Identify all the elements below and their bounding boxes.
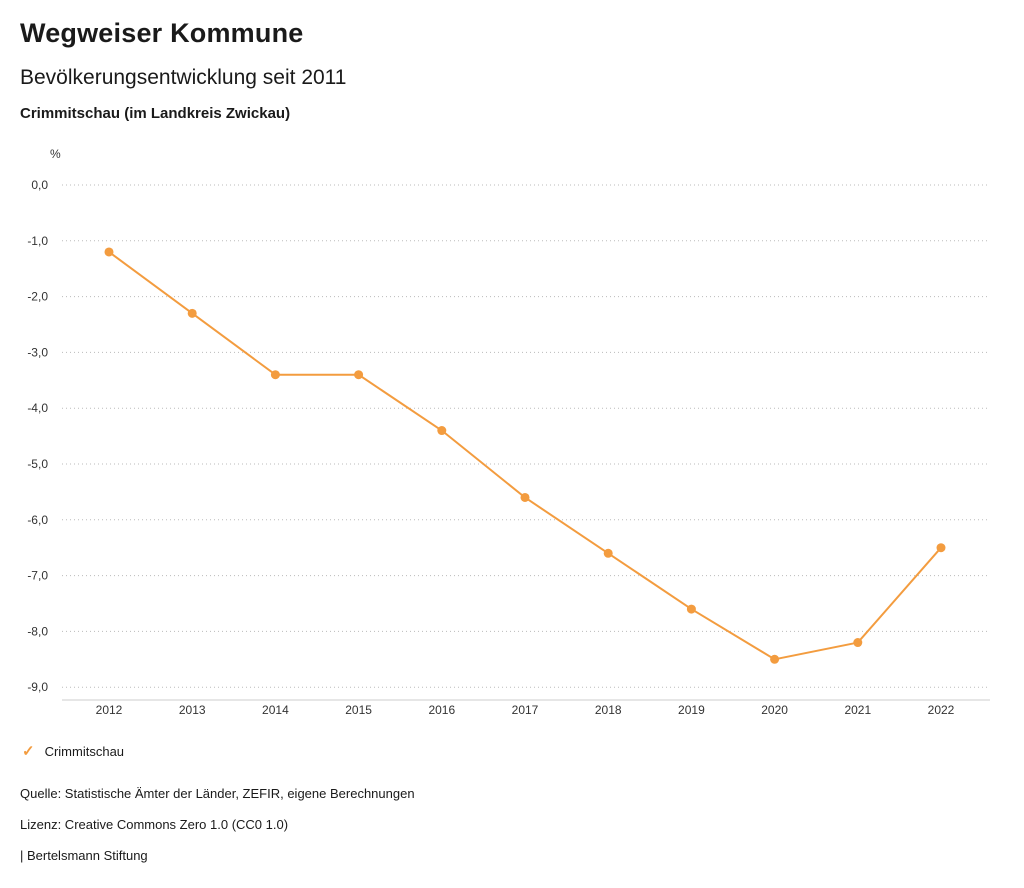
license-text: Lizenz: Creative Commons Zero 1.0 (CC0 1… (20, 817, 289, 832)
data-point[interactable] (936, 543, 946, 553)
data-point[interactable] (853, 638, 863, 648)
data-point[interactable] (354, 370, 364, 380)
population-line-chart: 0,0 -1,0 -2,0 -3,0 -4,0 -5,0 -6,0 -7,0 -8,0 -9,0 2… (27, 178, 990, 717)
y-tick-label: -5,0 (27, 457, 48, 471)
y-tick-label: -7,0 (27, 569, 48, 583)
x-tick-label: 2018 (595, 703, 622, 717)
legend-item-crimmitschau[interactable]: ✓ Crimmitschau (22, 744, 124, 759)
check-icon: ✓ (22, 743, 35, 760)
x-tick-label: 2012 (96, 703, 123, 717)
page-title: Wegweiser Kommune (20, 18, 304, 48)
y-tick-label: 0,0 (31, 178, 48, 192)
y-tick-label: -9,0 (27, 680, 48, 694)
data-point[interactable] (187, 308, 197, 318)
y-tick-label: -4,0 (27, 401, 48, 415)
data-point[interactable] (603, 548, 613, 558)
x-tick-label: 2013 (179, 703, 206, 717)
x-tick-label: 2019 (678, 703, 705, 717)
y-tick-label: -6,0 (27, 513, 48, 527)
data-point[interactable] (770, 654, 780, 664)
x-tick-label: 2022 (928, 703, 955, 717)
data-point[interactable] (686, 604, 696, 614)
y-tick-label: -3,0 (27, 345, 48, 359)
x-tick-label: 2021 (844, 703, 871, 717)
y-tick-label: -8,0 (27, 624, 48, 638)
attribution-text: | Bertelsmann Stiftung (20, 848, 148, 863)
chart-area: 0,0 -1,0 -2,0 -3,0 -4,0 -5,0 -6,0 -7,0 -8,0 -9,0 2… (0, 160, 1024, 730)
data-point[interactable] (520, 492, 530, 502)
source-text: Quelle: Statistische Ämter der Länder, Z… (20, 786, 415, 801)
data-point[interactable] (437, 426, 447, 436)
x-tick-label: 2015 (345, 703, 372, 717)
data-point[interactable] (104, 247, 114, 257)
y-tick-label: -1,0 (27, 234, 48, 248)
x-tick-label: 2020 (761, 703, 788, 717)
series-line (108, 250, 942, 661)
x-tick-label: 2014 (262, 703, 289, 717)
data-point[interactable] (270, 370, 280, 380)
x-tick-label: 2016 (428, 703, 455, 717)
legend-label: Crimmitschau (44, 744, 125, 759)
x-tick-label: 2017 (512, 703, 539, 717)
y-tick-label: -2,0 (27, 290, 48, 304)
y-axis-unit-label: % (50, 147, 61, 161)
chart-region-subtitle: Crimmitschau (im Landkreis Zwickau) (20, 105, 291, 122)
chart-title: Bevölkerungsentwicklung seit 2011 (20, 66, 347, 89)
